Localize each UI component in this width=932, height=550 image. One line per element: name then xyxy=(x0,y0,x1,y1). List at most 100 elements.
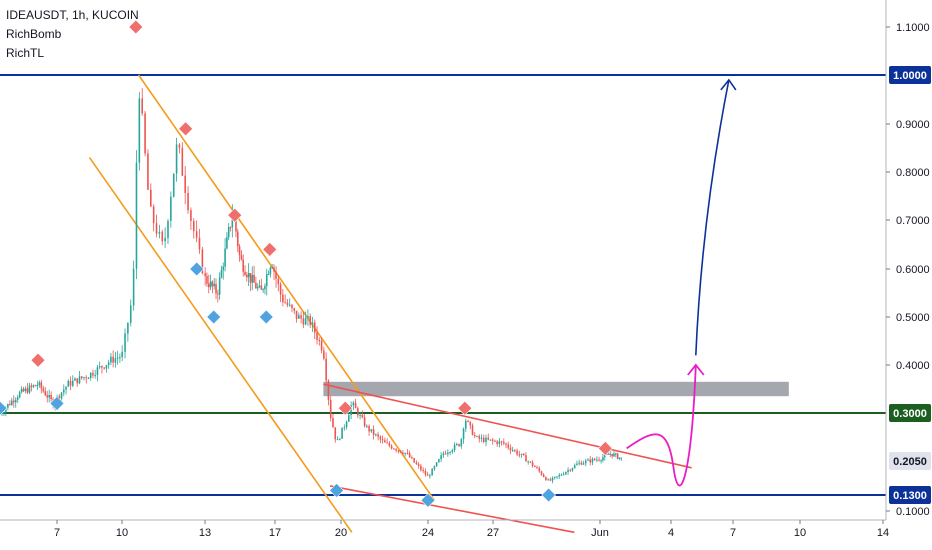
candle-body xyxy=(377,434,379,437)
symbol-title[interactable]: IDEAUSDT, 1h, KUCOIN xyxy=(6,8,139,22)
candle-body xyxy=(325,358,327,381)
candle-body xyxy=(32,385,35,387)
candle-body xyxy=(92,372,94,376)
candle-body xyxy=(587,459,589,461)
candle-body xyxy=(620,457,623,459)
trendline-0 xyxy=(137,74,436,501)
candle-body xyxy=(453,444,456,451)
candle-body xyxy=(327,380,330,400)
candle-body xyxy=(482,437,485,442)
candle-body xyxy=(558,474,561,477)
candle-body xyxy=(435,462,438,467)
candle-body xyxy=(460,439,463,447)
level-badge-2 xyxy=(889,452,931,470)
candle-body xyxy=(598,459,600,461)
indicator-richtl[interactable]: RichTL xyxy=(6,46,45,60)
candle-body xyxy=(311,322,314,325)
candle-body xyxy=(343,427,346,429)
x-tick-label: 10 xyxy=(116,527,128,539)
candle-body xyxy=(201,249,204,274)
candle-body xyxy=(167,220,169,238)
candle-body xyxy=(218,277,221,295)
candle-body xyxy=(3,411,5,413)
candle-body xyxy=(516,450,518,455)
candle-body xyxy=(567,469,569,472)
y-tick-label: 0.6000 xyxy=(896,264,930,276)
candle-body xyxy=(175,144,178,174)
candle-body xyxy=(20,388,23,393)
candle-body xyxy=(240,255,243,260)
candle-body xyxy=(67,380,70,387)
candle-body xyxy=(164,237,166,242)
candle-body xyxy=(386,442,388,444)
candle-body xyxy=(393,448,395,450)
candle-body xyxy=(60,392,63,399)
candle-body xyxy=(36,385,39,387)
candle-body xyxy=(116,357,119,359)
candle-body xyxy=(229,227,232,229)
candle-body xyxy=(388,442,391,446)
candle-body xyxy=(348,415,350,422)
candle-body xyxy=(332,417,334,428)
level-badge-1 xyxy=(889,404,931,422)
candle-body xyxy=(26,388,29,393)
candle-body xyxy=(105,365,108,369)
candle-body xyxy=(375,434,377,436)
candle-body xyxy=(127,322,129,334)
candle-body xyxy=(525,455,527,462)
candle-body xyxy=(141,98,144,114)
candle-body xyxy=(227,227,230,238)
candle-body xyxy=(5,407,7,412)
candle-body xyxy=(246,275,248,278)
candle-body xyxy=(172,173,175,197)
trendline-1 xyxy=(88,157,353,533)
candle-body xyxy=(304,318,307,325)
candle-body xyxy=(480,437,483,439)
candle-body xyxy=(431,468,433,476)
candle-body xyxy=(422,470,424,472)
candle-body xyxy=(329,399,332,418)
candle-body xyxy=(302,318,305,325)
candle-body xyxy=(209,281,212,288)
candle-body xyxy=(215,283,217,294)
candle-body xyxy=(520,453,523,455)
candle-body xyxy=(323,350,325,359)
candle-body xyxy=(132,268,135,306)
candle-body xyxy=(527,461,529,463)
candle-body xyxy=(370,429,373,432)
candle-body xyxy=(359,414,361,416)
candle-body xyxy=(71,380,74,386)
candle-body xyxy=(298,315,300,319)
y-tick-label: 1.1000 xyxy=(896,22,930,34)
candle-body xyxy=(350,405,352,416)
indicator-richbomb[interactable]: RichBomb xyxy=(6,27,62,41)
candle-body xyxy=(181,147,184,176)
resistance-zone xyxy=(323,381,789,397)
candle-body xyxy=(58,396,61,399)
candle-body xyxy=(487,437,490,440)
candle-body xyxy=(553,476,556,478)
candle-body xyxy=(582,463,585,465)
x-tick-label: 10 xyxy=(794,527,806,539)
sell-marker xyxy=(262,241,278,257)
candle-body xyxy=(573,465,576,469)
candle-body xyxy=(124,333,126,352)
trendline-3 xyxy=(329,485,575,534)
candle-body xyxy=(9,403,11,405)
candle-body xyxy=(42,388,45,392)
candle-body xyxy=(277,278,280,285)
candle-body xyxy=(190,210,192,221)
level-badge-label-0: 1.0000 xyxy=(893,70,927,82)
candle-body xyxy=(247,273,250,278)
candle-body xyxy=(462,428,465,440)
candle-body xyxy=(264,285,266,290)
candle-body xyxy=(602,457,604,461)
candle-body xyxy=(352,402,355,406)
candle-body xyxy=(316,332,318,340)
candle-body xyxy=(609,453,612,455)
candle-body xyxy=(429,475,431,477)
candle-body xyxy=(222,266,225,270)
candle-body xyxy=(213,283,216,287)
candle-body xyxy=(618,457,621,459)
